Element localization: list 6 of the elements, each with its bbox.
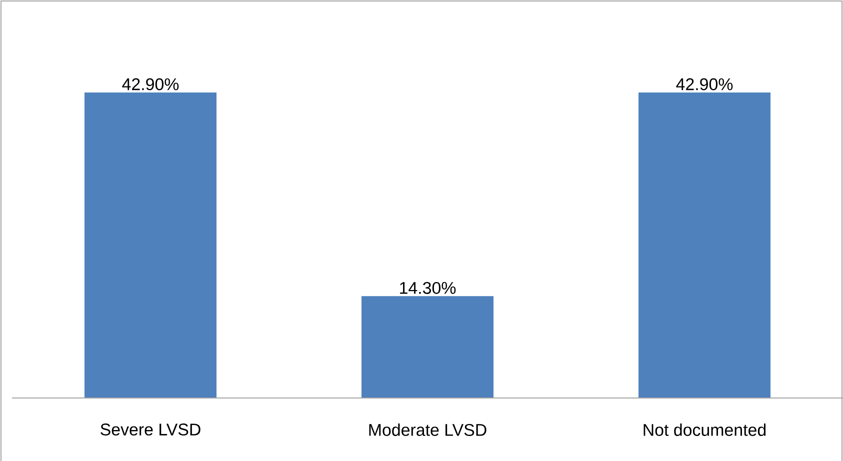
x-tick-label: Severe LVSD	[100, 424, 200, 436]
data-label: 14.30%	[400, 282, 456, 294]
x-tick-label: Not documented	[644, 424, 766, 436]
data-label: 42.90%	[122, 78, 179, 90]
data-label: 42.90%	[676, 78, 733, 90]
x-tick-label: Moderate LVSD	[369, 424, 486, 436]
